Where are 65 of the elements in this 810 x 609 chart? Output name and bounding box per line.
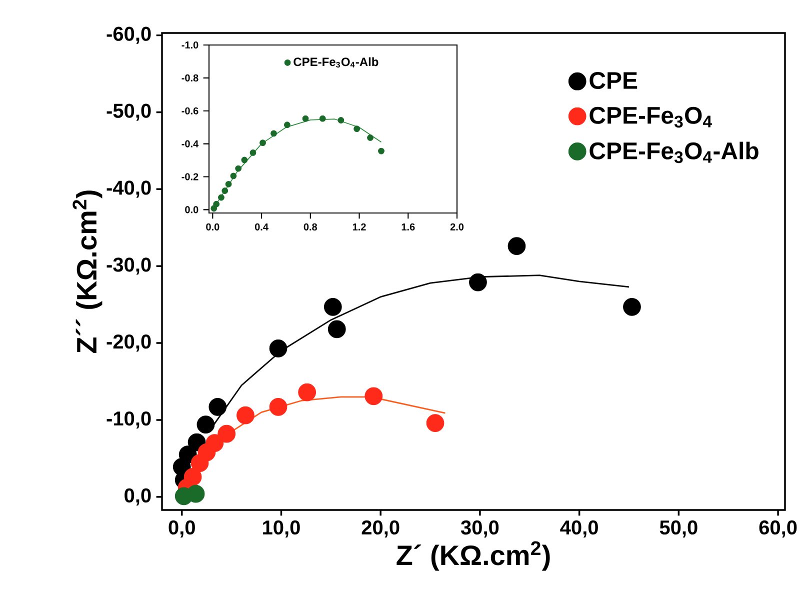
point bbox=[328, 320, 346, 338]
y-tick-label: -50,0 bbox=[106, 104, 151, 121]
point bbox=[241, 156, 248, 164]
point bbox=[269, 398, 288, 416]
point bbox=[469, 273, 487, 292]
point bbox=[235, 165, 242, 172]
point bbox=[367, 134, 374, 141]
y-tick-label: -0.8 bbox=[182, 74, 198, 82]
x-tick-label: 40,0 bbox=[560, 520, 598, 538]
point bbox=[284, 122, 290, 128]
point bbox=[213, 200, 220, 208]
x-tick-label: 1.6 bbox=[402, 223, 415, 230]
point bbox=[208, 398, 227, 416]
x-tick-label: 0.0 bbox=[206, 223, 220, 230]
point bbox=[260, 140, 266, 146]
x-tick-label: 1.2 bbox=[352, 223, 366, 230]
point bbox=[230, 172, 237, 180]
y-tick-label: -10,0 bbox=[106, 411, 151, 429]
point bbox=[236, 406, 254, 424]
x-tick-label: 50,0 bbox=[660, 520, 698, 538]
point bbox=[225, 180, 232, 188]
x-tick-label: 20,0 bbox=[362, 520, 400, 538]
legend-label: CPE bbox=[590, 72, 638, 89]
y-tick-label: -30,0 bbox=[106, 258, 151, 275]
point bbox=[426, 414, 444, 432]
point bbox=[623, 298, 641, 316]
y-tick-label: -0.6 bbox=[182, 107, 198, 114]
legend-label: CPE-Fe$_{3}$O$_{4}$ bbox=[590, 106, 712, 128]
point bbox=[270, 130, 277, 137]
y-axis-title: Z´´ (KΩ.cm$^{2}$) bbox=[72, 190, 102, 353]
y-tick-label: -0.2 bbox=[182, 173, 198, 180]
point bbox=[354, 126, 360, 132]
y-tick-label: 0.0 bbox=[185, 206, 198, 214]
x-axis-title: Z´ (KΩ.cm$^{2}$) bbox=[396, 541, 550, 571]
x-tick-label: 2.0 bbox=[450, 223, 464, 230]
legend-label: CPE-Fe$_{3}$O$_{4}$-Alb bbox=[590, 142, 758, 164]
point bbox=[269, 339, 288, 358]
point bbox=[508, 237, 526, 256]
point bbox=[222, 188, 228, 194]
point bbox=[319, 115, 326, 122]
y-tick-label: 0,0 bbox=[124, 488, 151, 506]
x-tick-label: 30,0 bbox=[460, 520, 499, 538]
point bbox=[206, 434, 224, 452]
point bbox=[196, 416, 215, 434]
y-tick-label: -40,0 bbox=[106, 180, 151, 198]
point bbox=[184, 468, 202, 486]
point bbox=[218, 194, 224, 201]
y-tick-label: -60,0 bbox=[106, 26, 151, 44]
legend-label: CPE-Fe$_{3}$O$_{4}$-Alb bbox=[294, 57, 378, 68]
point bbox=[378, 148, 384, 154]
y-tick-label: -0.4 bbox=[182, 140, 199, 148]
point bbox=[218, 424, 236, 443]
point bbox=[302, 115, 309, 122]
y-tick-label: -20,0 bbox=[106, 334, 151, 352]
point bbox=[298, 383, 316, 402]
point bbox=[364, 387, 383, 406]
y-tick-label: -1.0 bbox=[182, 41, 198, 49]
x-tick-label: 0.4 bbox=[254, 223, 268, 230]
point bbox=[186, 484, 205, 503]
point bbox=[324, 298, 342, 316]
x-tick-label: 10,0 bbox=[263, 520, 300, 538]
point bbox=[338, 117, 344, 124]
x-tick-label: 60,0 bbox=[759, 520, 797, 538]
point bbox=[250, 150, 256, 156]
x-tick-label: 0.8 bbox=[304, 223, 318, 230]
